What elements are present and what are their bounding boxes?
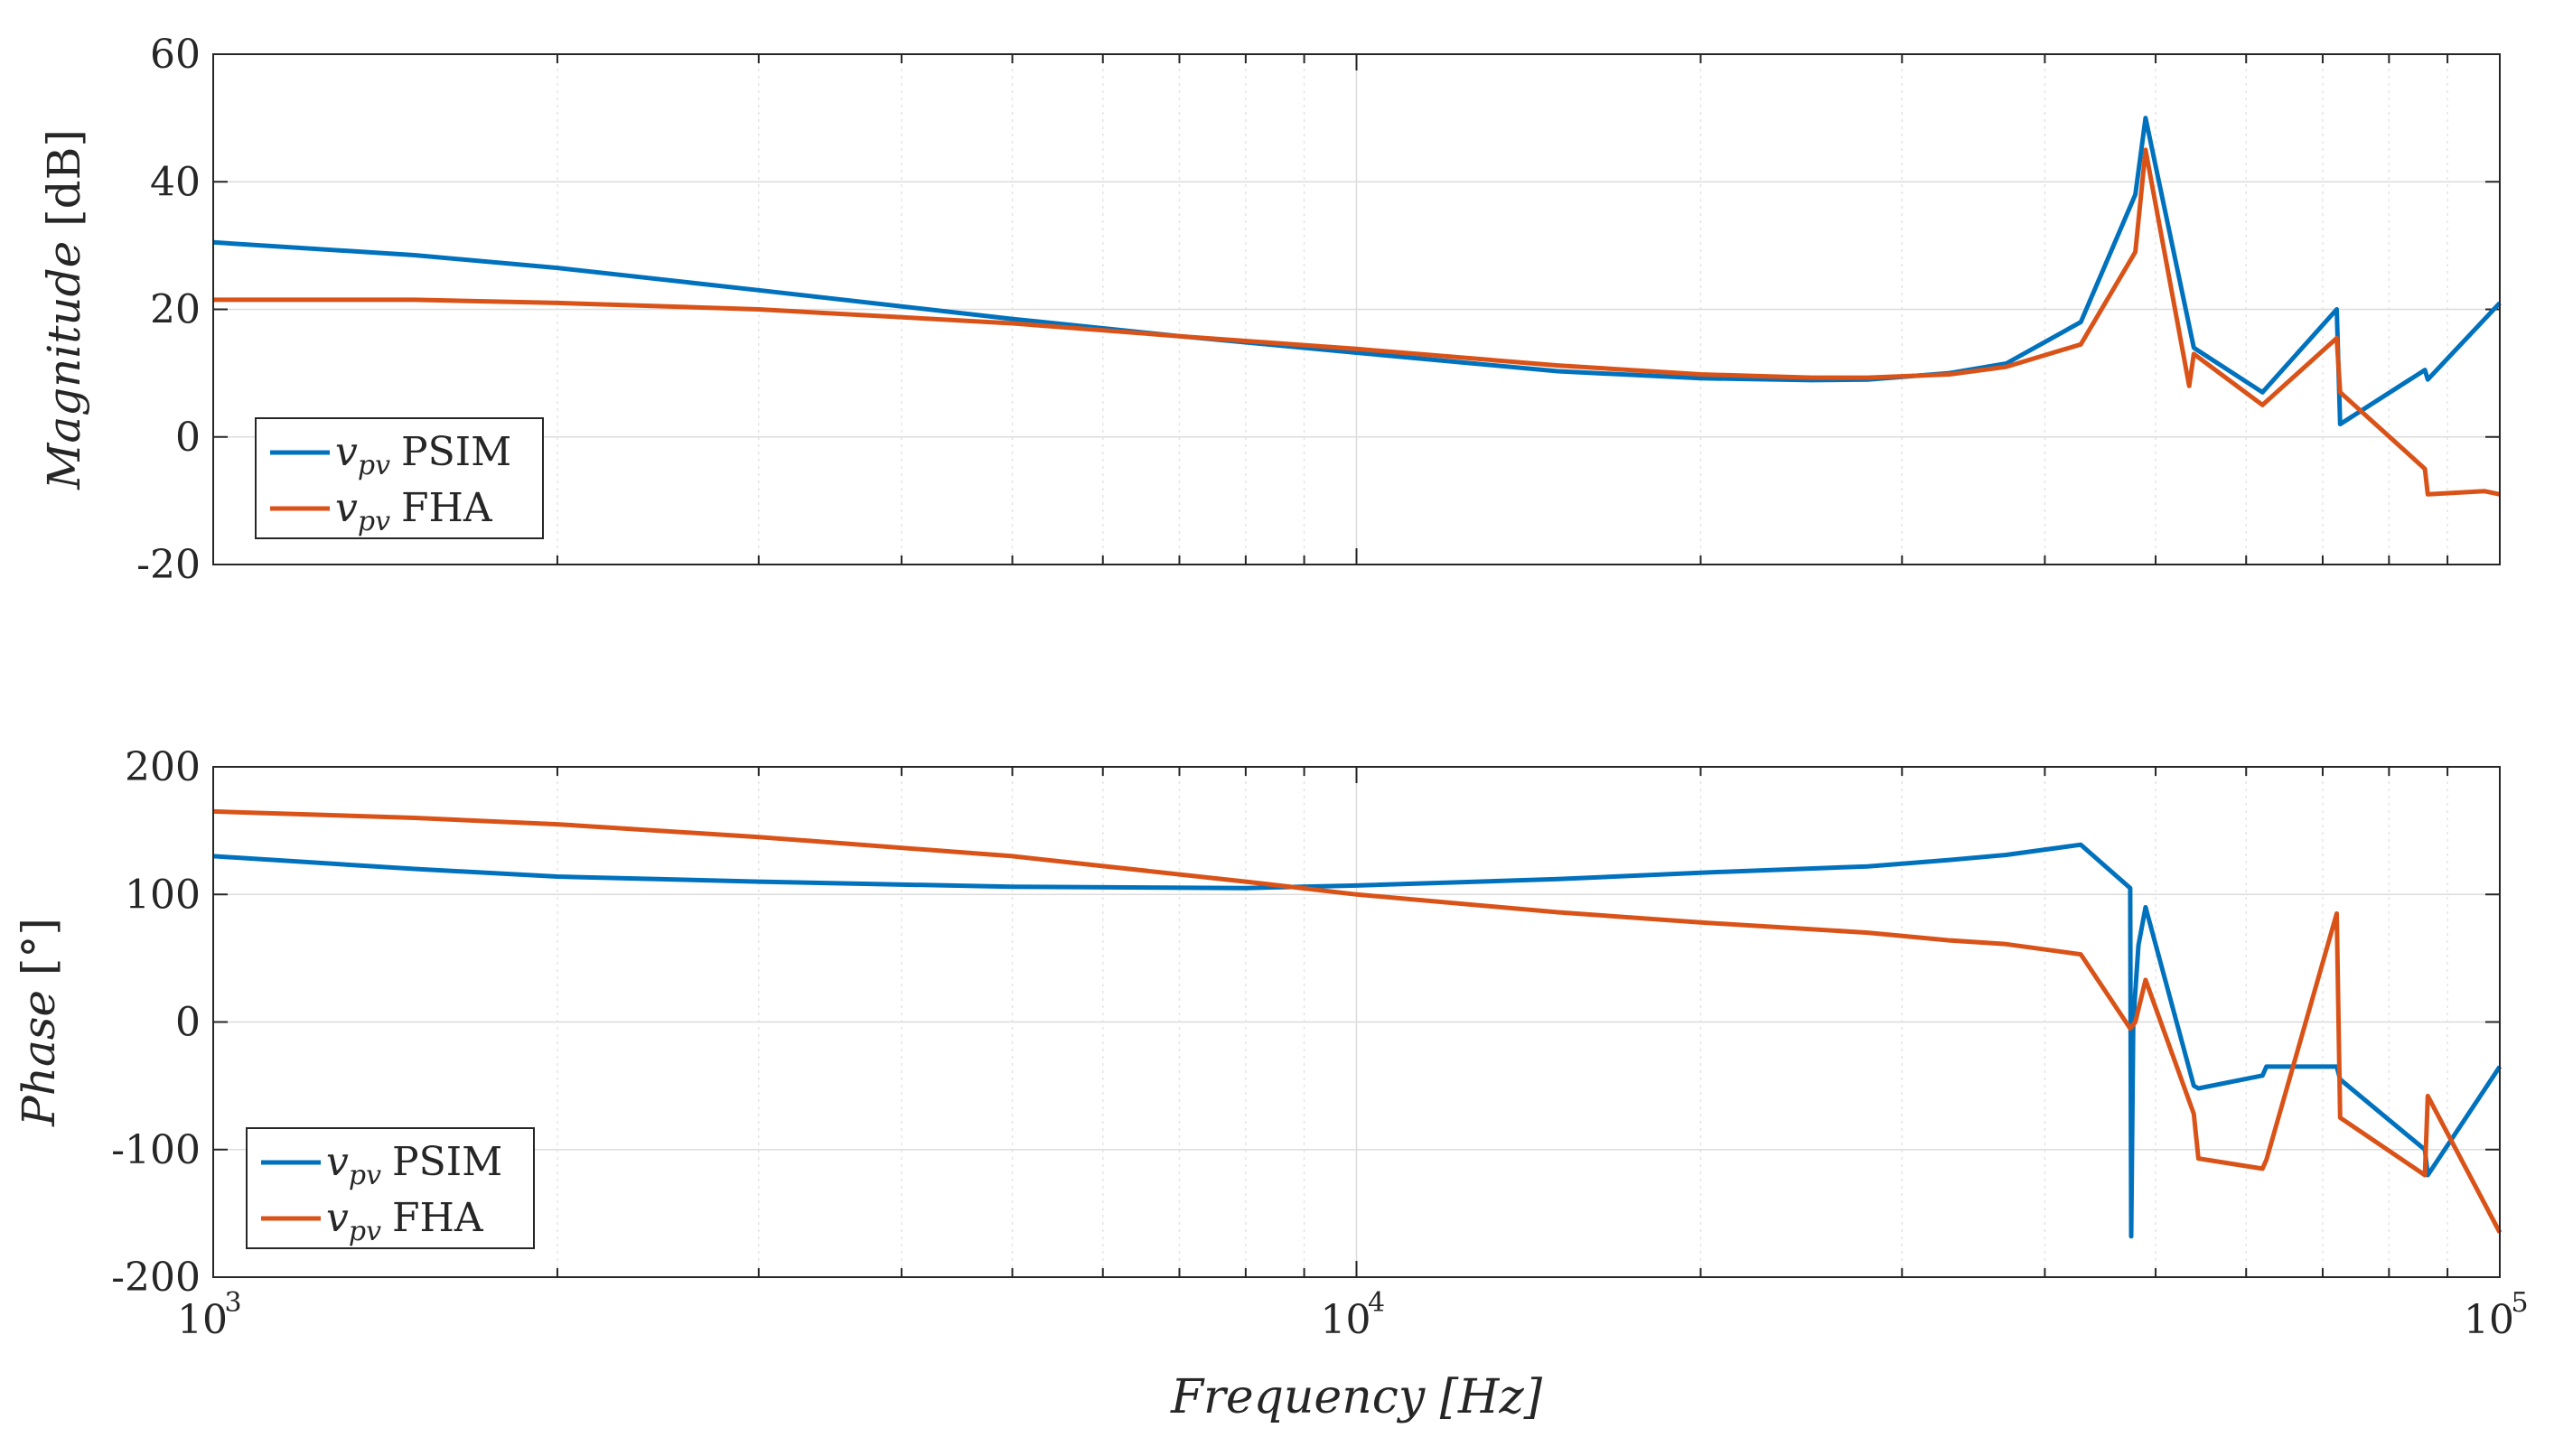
y-tick-label: 40 (150, 159, 201, 205)
y-axis-label-unit: [dB] (38, 129, 90, 227)
x-axis-label: Frequency [Hz] (1170, 1370, 1543, 1424)
series-line-fha (212, 808, 2503, 1234)
y-tick-label: 100 (125, 872, 201, 918)
x-tick-label: 10 (177, 1297, 228, 1343)
y-axis-label-main: Magnitude (38, 227, 90, 490)
y-axis-label: Phase [°] (13, 918, 65, 1127)
series-line-fha (213, 147, 2501, 497)
legend-label-psim: vpv PSIM (335, 429, 511, 481)
y-tick-label: 0 (175, 1000, 201, 1046)
legend-label-fha: vpv FHA (326, 1195, 484, 1247)
y-tick-label: 60 (150, 32, 201, 78)
y-tick-label: -20 (136, 542, 201, 588)
y-tick-label: -200 (111, 1255, 201, 1301)
axes-box-magnitude (212, 53, 2501, 565)
x-tick-exponent: 5 (2511, 1287, 2528, 1319)
legend-box (246, 1127, 535, 1249)
x-tick-label: 10 (1321, 1297, 1371, 1343)
y-tick-label: 200 (125, 744, 201, 790)
legend-box (255, 417, 544, 539)
legend-label-psim: vpv PSIM (326, 1139, 502, 1191)
legend-label-fha: vpv FHA (335, 485, 493, 537)
y-tick-label: -100 (111, 1127, 201, 1173)
series-line-psim (212, 842, 2503, 1239)
axes-box-phase (212, 766, 2501, 1278)
x-tick-exponent: 3 (224, 1287, 241, 1319)
x-tick-label: 10 (2464, 1297, 2514, 1343)
y-axis-label-main: Phase (13, 975, 65, 1127)
x-tick-exponent: 4 (1368, 1287, 1385, 1319)
y-axis-label: Magnitude [dB] (38, 129, 90, 490)
y-axis-label-unit: [°] (13, 918, 65, 975)
y-tick-label: 20 (150, 287, 201, 333)
x-axis-label-main: Frequency (1170, 1370, 1440, 1424)
x-axis-label-unit: [Hz] (1440, 1370, 1543, 1424)
y-tick-label: 0 (175, 415, 201, 461)
